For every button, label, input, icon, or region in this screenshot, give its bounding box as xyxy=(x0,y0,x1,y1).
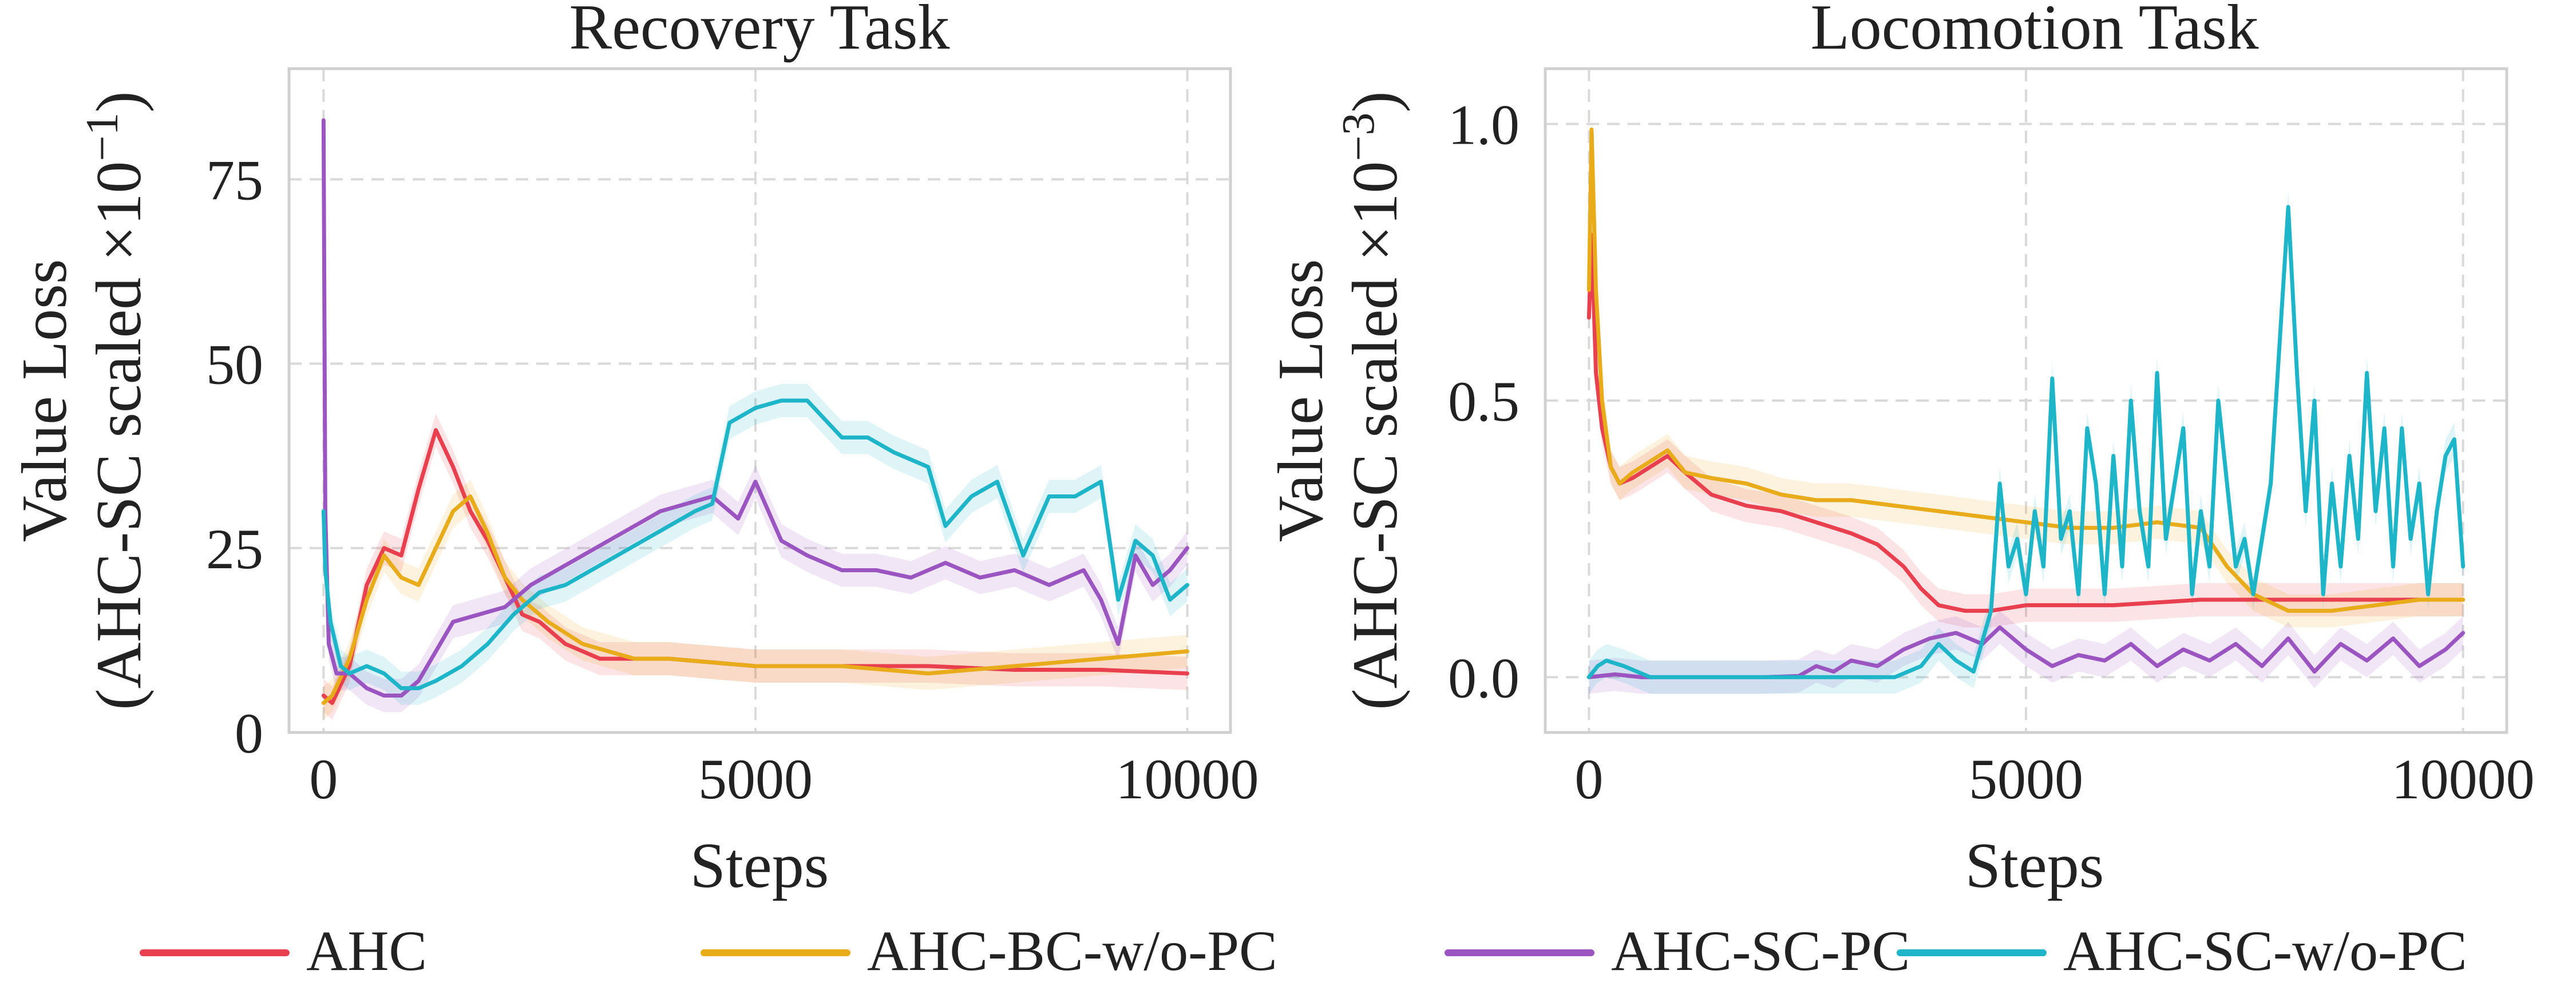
y-scale-suffix: ) xyxy=(84,91,155,112)
y-tick-label: 0 xyxy=(235,702,263,765)
y-tick-label: 0.0 xyxy=(1448,646,1520,710)
x-ticks: 0 5000 10000 xyxy=(1574,747,2534,811)
x-tick-label: 5000 xyxy=(1969,747,2083,811)
y-tick-label: 0.5 xyxy=(1448,370,1520,433)
y-tick-label: 25 xyxy=(206,517,263,581)
series-line-ahc-bc-w-o-pc xyxy=(321,494,1190,705)
locomotion-task-chart: Locomotion Task 0 5000 10000 0.0 0.5 1.0 Ste… xyxy=(1265,0,2535,901)
band-ahc xyxy=(323,413,1188,720)
legend-item-ahc: AHC xyxy=(140,919,427,983)
y-tick-label: 75 xyxy=(206,148,263,212)
y-scale-exponent: −3 xyxy=(1333,113,1384,161)
series-lines xyxy=(321,118,1190,705)
x-tick-label: 5000 xyxy=(698,747,813,811)
chart-title: Locomotion Task xyxy=(1810,0,2258,63)
legend-item-ahc-bc-w-o-pc: AHC-BC-w/o-PC xyxy=(701,919,1277,983)
plot-frame xyxy=(287,67,1232,734)
y-ticks: 0.0 0.5 1.0 xyxy=(1448,93,1520,710)
series-line-ahc-sc-w-o-pc xyxy=(321,398,1190,691)
y-scale-prefix: (AHC-SC scaled ×10 xyxy=(84,161,155,710)
y-axis-label: Value Loss xyxy=(1265,259,1336,542)
legend: AHC AHC-BC-w/o-PC AHC-SC-PC AHC-SC-w/o-PC xyxy=(140,919,2467,983)
legend-item-ahc-sc-pc: AHC-SC-PC xyxy=(1445,919,1910,983)
y-tick-label: 50 xyxy=(206,333,263,397)
y-scale-suffix: ) xyxy=(1340,91,1411,112)
legend-label: AHC-SC-PC xyxy=(1611,919,1910,983)
legend-label: AHC xyxy=(306,919,427,983)
x-tick-label: 0 xyxy=(1574,747,1603,811)
y-tick-label: 1.0 xyxy=(1448,93,1520,157)
series-line-ahc-sc-w-o-pc xyxy=(1586,205,2466,679)
band-ahc-bc-w-o-pc xyxy=(323,480,1188,720)
chart-title: Recovery Task xyxy=(569,0,950,63)
x-tick-label: 10000 xyxy=(2392,747,2535,811)
band-ahc xyxy=(1589,218,2463,628)
band-ahc-sc-pc xyxy=(323,104,1188,712)
legend-label: AHC-SC-w/o-PC xyxy=(2063,919,2467,983)
x-axis-label: Steps xyxy=(690,830,829,901)
legend-item-ahc-sc-w-o-pc: AHC-SC-w/o-PC xyxy=(1897,919,2467,983)
y-axis-scale-label: (AHC-SC scaled ×10−1) xyxy=(77,91,155,710)
band-ahc-sc-w-o-pc xyxy=(323,384,1188,705)
series-line-ahc-bc-w-o-pc xyxy=(1586,127,2466,613)
y-axis-label: Value Loss xyxy=(9,259,80,542)
y-scale-prefix: (AHC-SC scaled ×10 xyxy=(1340,161,1411,710)
x-tick-label: 0 xyxy=(309,747,338,811)
y-ticks: 0 25 50 75 xyxy=(206,148,263,765)
y-scale-exponent: −1 xyxy=(77,113,128,161)
x-ticks: 0 5000 10000 xyxy=(309,747,1259,811)
series-lines xyxy=(1586,127,2466,679)
y-axis-scale-label: (AHC-SC scaled ×10−3) xyxy=(1333,91,1411,710)
series-line-ahc-sc-pc xyxy=(321,118,1190,698)
legend-label: AHC-BC-w/o-PC xyxy=(867,919,1277,983)
recovery-task-chart: Recovery Task 0 5000 10000 0 25 50 75 Steps V… xyxy=(9,0,1259,901)
x-axis-label: Steps xyxy=(1965,830,2104,901)
plot-frame xyxy=(1544,67,2508,734)
series-bands xyxy=(323,104,1188,720)
x-tick-label: 10000 xyxy=(1116,747,1259,811)
